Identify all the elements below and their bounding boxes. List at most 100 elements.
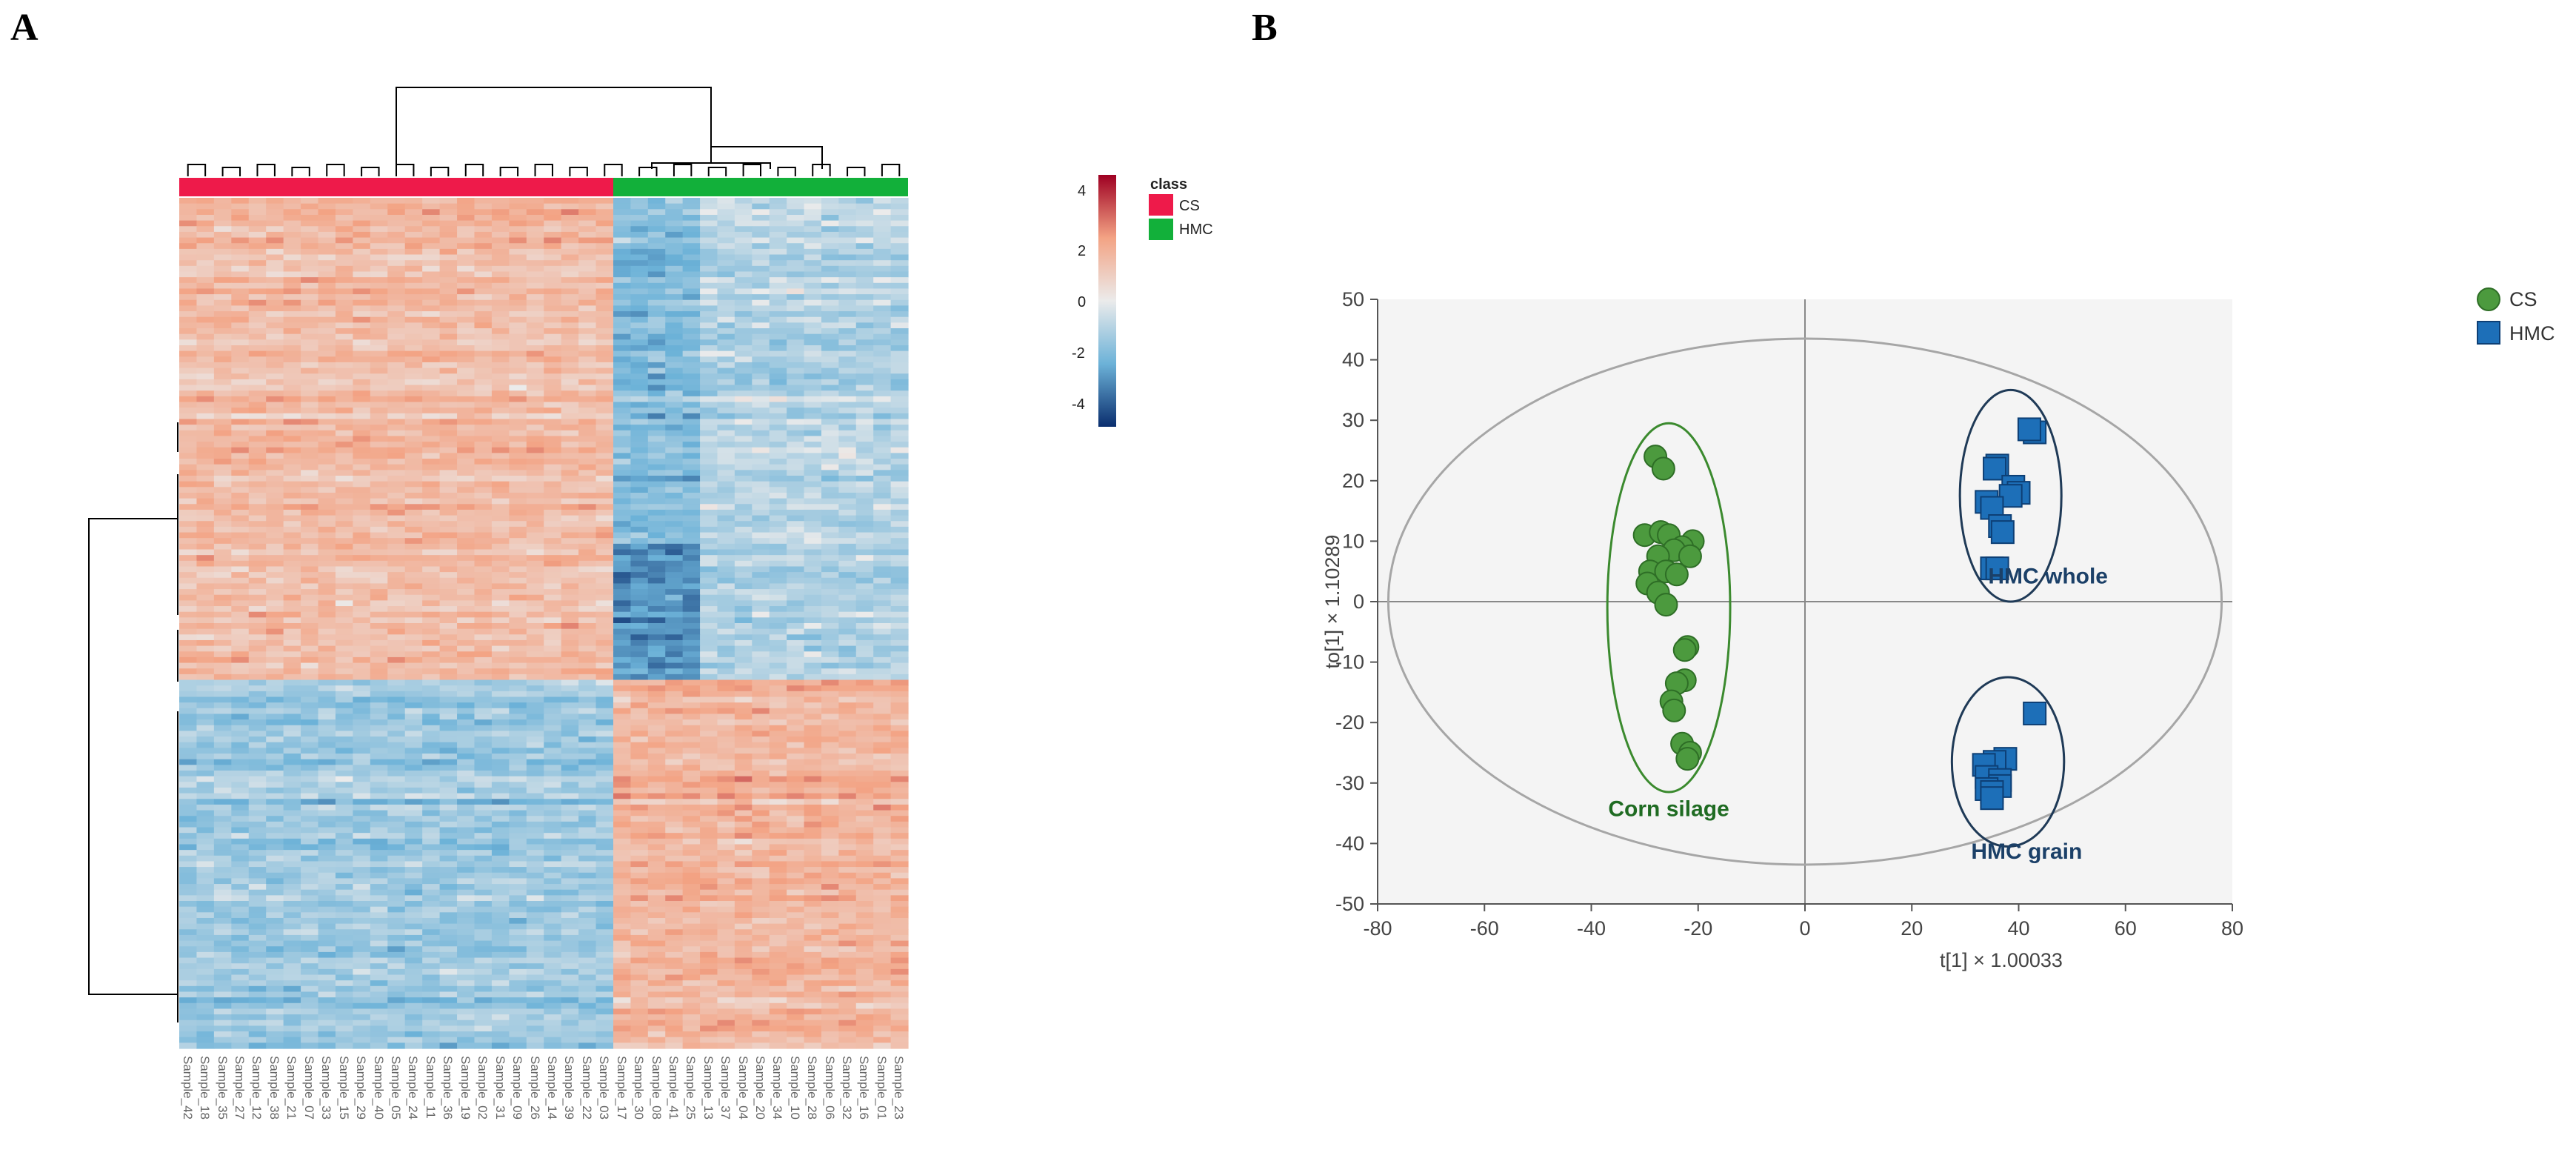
heatmap-cell — [283, 577, 301, 585]
heatmap-cell — [526, 526, 544, 533]
heatmap-cell — [647, 425, 666, 431]
heatmap-cell — [370, 589, 388, 596]
heatmap-cell — [439, 731, 458, 737]
heatmap-cell — [335, 214, 353, 222]
heatmap-cell — [647, 294, 666, 301]
heatmap-cell — [248, 487, 267, 493]
heatmap-cell — [838, 702, 857, 709]
heatmap-cell — [266, 662, 284, 669]
heatmap-cell — [769, 754, 787, 760]
heatmap-cell — [283, 816, 301, 822]
heatmap-cell — [318, 322, 336, 329]
heatmap-cell — [890, 549, 909, 556]
heatmap-cell — [283, 702, 301, 709]
heatmap-cell — [283, 731, 301, 737]
heatmap-cell — [474, 731, 493, 737]
heatmap-cell — [404, 861, 423, 868]
heatmap-cell — [283, 532, 301, 539]
heatmap-cell — [734, 294, 753, 301]
heatmap-cell — [509, 385, 527, 391]
heatmap-cell — [734, 413, 753, 420]
heatmap-cell — [353, 685, 371, 692]
heatmap-cell — [838, 583, 857, 590]
heatmap-cell — [682, 674, 701, 681]
heatmap-cell — [752, 838, 770, 845]
heatmap-cell — [855, 543, 874, 551]
heatmap-cell — [457, 339, 476, 346]
heatmap-cell — [370, 299, 388, 307]
heatmap-cell — [196, 430, 215, 437]
heatmap-cell — [491, 277, 510, 284]
heatmap-cell — [890, 589, 909, 596]
heatmap-cell — [283, 408, 301, 414]
heatmap-cell — [474, 385, 493, 391]
heatmap-cell — [387, 606, 406, 613]
heatmap-cell — [717, 237, 735, 244]
heatmap-cell — [213, 594, 232, 601]
heatmap-cell — [179, 322, 198, 329]
heatmap-cell — [457, 577, 476, 585]
heatmap-cell — [752, 299, 770, 307]
heatmap-cell — [665, 555, 684, 562]
heatmap-cell — [387, 356, 406, 363]
heatmap-cell — [491, 498, 510, 505]
heatmap-cell — [387, 634, 406, 641]
heatmap-cell — [301, 838, 319, 845]
heatmap-cell — [630, 248, 649, 256]
heatmap-cell — [752, 639, 770, 647]
heatmap-cell — [283, 203, 301, 210]
heatmap-cell — [752, 662, 770, 669]
heatmap-cell — [561, 617, 579, 624]
heatmap-cell — [474, 492, 493, 499]
heatmap-cell — [838, 719, 857, 726]
heatmap-cell — [769, 350, 787, 357]
heatmap-cell — [335, 339, 353, 346]
heatmap-cell — [873, 396, 892, 403]
heatmap-cell — [855, 408, 874, 414]
heatmap-cell — [630, 464, 649, 470]
heatmap-cell — [734, 651, 753, 658]
heatmap-cell — [838, 265, 857, 273]
heatmap-cell — [700, 850, 718, 857]
heatmap-cell — [752, 277, 770, 284]
heatmap-cell — [179, 838, 198, 845]
heatmap-cell — [630, 810, 649, 817]
heatmap-cell — [404, 299, 423, 307]
heatmap-cell — [266, 645, 284, 652]
heatmap-cell — [647, 464, 666, 470]
heatmap-cell — [769, 442, 787, 448]
heatmap-cell — [283, 521, 301, 528]
heatmap-cell — [578, 226, 597, 233]
heatmap-cell — [804, 855, 822, 862]
heatmap-cell — [248, 538, 267, 545]
heatmap-cell — [491, 316, 510, 323]
heatmap-cell — [370, 867, 388, 874]
heatmap-cell — [787, 793, 805, 799]
heatmap-cell — [665, 748, 684, 754]
heatmap-cell — [457, 628, 476, 635]
heatmap-cell — [734, 861, 753, 868]
heatmap-cell — [318, 316, 336, 323]
heatmap-cell — [283, 385, 301, 391]
heatmap-cell — [804, 617, 822, 624]
heatmap-cell — [682, 214, 701, 222]
heatmap-cell — [387, 628, 406, 635]
heatmap-cell — [561, 390, 579, 397]
heatmap-cell — [561, 476, 579, 482]
heatmap-cell — [630, 656, 649, 664]
heatmap-cell — [734, 765, 753, 771]
heatmap-cell — [301, 776, 319, 782]
heatmap-cell — [196, 385, 215, 391]
heatmap-cell — [335, 674, 353, 681]
heatmap-cell — [855, 600, 874, 607]
heatmap-cell — [647, 770, 666, 777]
heatmap-cell — [595, 408, 614, 414]
heatmap-cell — [578, 799, 597, 805]
heatmap-cell — [404, 231, 423, 239]
heatmap-cell — [213, 742, 232, 748]
heatmap-cell — [283, 594, 301, 601]
heatmap-cell — [890, 679, 909, 686]
heatmap-cell — [509, 538, 527, 545]
heatmap-cell — [526, 804, 544, 811]
heatmap-cell — [578, 396, 597, 403]
